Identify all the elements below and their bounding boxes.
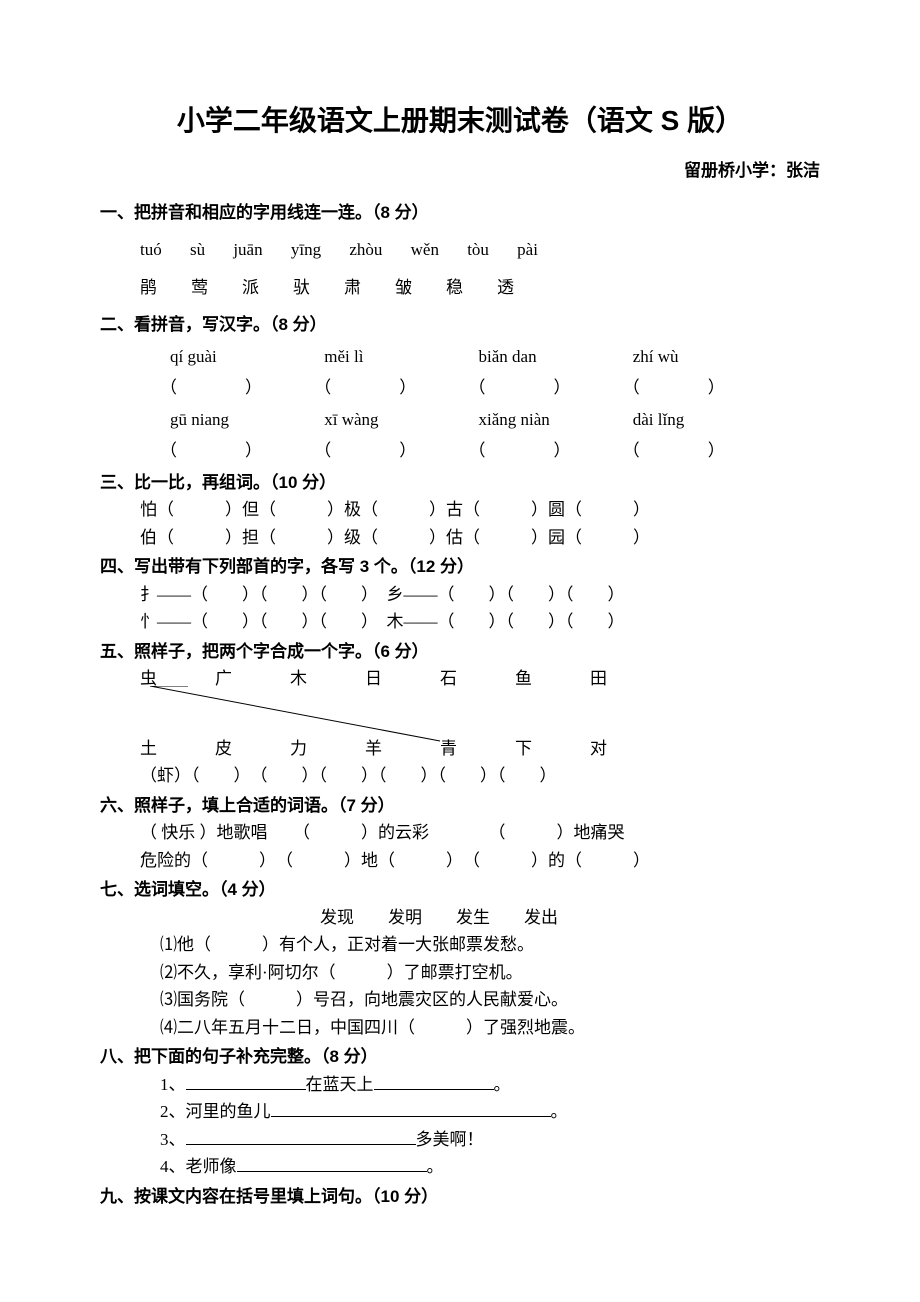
bracket: （ ） — [160, 438, 310, 464]
section-4-line2: 忄——（ ）（ ）（ ） 木——（ ）（ ）（ ） — [100, 609, 820, 635]
section-7-q3: ⑶国务院（ ）号召，向地震灾区的人民献爱心。 — [100, 987, 820, 1013]
q1-prefix: 1、 — [160, 1075, 186, 1094]
section-8-q2: 2、河里的鱼儿 。 — [100, 1099, 820, 1125]
section-1-heading: 一、把拼音和相应的字用线连一连。（8 分） — [100, 200, 820, 226]
bracket: （ ） — [160, 375, 310, 401]
fill-blank — [271, 1100, 551, 1117]
section-1-hanzi: 鹃莺派驮肃皱稳透 — [100, 275, 820, 301]
q1-suffix: 。 — [494, 1075, 511, 1094]
section-2-bracket-row1: （ ） （ ） （ ） （ ） — [100, 375, 820, 401]
section-6-heading: 六、照样子，填上合适的词语。（7 分） — [100, 793, 820, 819]
fill-blank — [374, 1073, 494, 1090]
bracket: （ ） — [314, 438, 464, 464]
fill-blank — [186, 1128, 416, 1145]
pinyin-7: xiǎng niàn — [479, 407, 629, 433]
section-7-q2: ⑵不久，享利·阿切尔（ ）了邮票打空机。 — [100, 960, 820, 986]
section-1-pinyin: tuó sù juān yīng zhòu wěn tòu pài — [100, 237, 820, 263]
q2-prefix: 2、河里的鱼儿 — [160, 1102, 271, 1121]
q3-suffix: 多美啊！ — [416, 1130, 484, 1149]
section-7-q4: ⑷二八年五月十二日，中国四川（ ）了强烈地震。 — [100, 1015, 820, 1041]
section-3-line2: 伯（ ）担（ ）级（ ）估（ ）园（ ） — [100, 525, 820, 551]
bracket: （ ） — [469, 438, 619, 464]
section-7-heading: 七、选词填空。（4 分） — [100, 877, 820, 903]
q4-prefix: 4、老师像 — [160, 1157, 237, 1176]
section-4-heading: 四、写出带有下列部首的字，各写 3 个。（12 分） — [100, 554, 820, 580]
section-7-words: 发现 发明 发生 发出 — [100, 905, 820, 931]
bracket: （ ） — [469, 375, 619, 401]
section-2-pinyin-row2: gū niang xī wàng xiǎng niàn dài lǐng — [100, 407, 820, 433]
section-6-line1: （ 快乐 ）地歌唱 （ ）的云彩 （ ）地痛哭 — [100, 820, 820, 846]
section-2-heading: 二、看拼音，写汉字。（8 分） — [100, 312, 820, 338]
pinyin-5: gū niang — [170, 407, 320, 433]
section-3-line1: 怕（ ）但（ ）极（ ）古（ ）圆（ ） — [100, 497, 820, 523]
pinyin-8: dài lǐng — [633, 407, 783, 433]
q4-suffix: 。 — [427, 1157, 444, 1176]
section-5-heading: 五、照样子，把两个字合成一个字。（6 分） — [100, 639, 820, 665]
q2-suffix: 。 — [551, 1102, 568, 1121]
section-7-q1: ⑴他（ ）有个人，正对着一大张邮票发愁。 — [100, 932, 820, 958]
section-3-heading: 三、比一比，再组词。（10 分） — [100, 470, 820, 496]
section-9-heading: 九、按课文内容在括号里填上词句。（10 分） — [100, 1184, 820, 1210]
bracket: （ ） — [623, 375, 773, 401]
fill-blank — [237, 1155, 427, 1172]
section-2-pinyin-row1: qí guài měi lì biǎn dan zhí wù — [100, 344, 820, 370]
pinyin-1: qí guài — [170, 344, 320, 370]
bracket: （ ） — [314, 375, 464, 401]
section-5-row3: （虾）（ ） （ ）（ ）（ ）（ ）（ ） — [100, 763, 820, 789]
fill-blank — [186, 1073, 306, 1090]
bracket: （ ） — [623, 438, 773, 464]
section-5-row1: 虫广木日石鱼田 — [100, 666, 820, 692]
section-6-line2: 危险的（ ） （ ）地（ ） （ ）的（ ） — [100, 848, 820, 874]
pinyin-2: měi lì — [324, 344, 474, 370]
section-5-row2: 土皮力羊青下对 — [100, 736, 820, 762]
section-2-bracket-row2: （ ） （ ） （ ） （ ） — [100, 438, 820, 464]
section-8-q1: 1、 在蓝天上 。 — [100, 1072, 820, 1098]
pinyin-4: zhí wù — [633, 344, 783, 370]
section-8-q3: 3、 多美啊！ — [100, 1127, 820, 1153]
q1-mid: 在蓝天上 — [306, 1075, 374, 1094]
section-8-q4: 4、老师像 。 — [100, 1154, 820, 1180]
document-author: 留册桥小学：张洁 — [100, 158, 820, 184]
q3-prefix: 3、 — [160, 1130, 186, 1149]
section-4-line1: 扌——（ ）（ ）（ ） 乡——（ ）（ ）（ ） — [100, 582, 820, 608]
document-title: 小学二年级语文上册期末测试卷（语文 S 版） — [100, 100, 820, 142]
pinyin-3: biǎn dan — [479, 344, 629, 370]
pinyin-6: xī wàng — [324, 407, 474, 433]
section-8-heading: 八、把下面的句子补充完整。（8 分） — [100, 1044, 820, 1070]
